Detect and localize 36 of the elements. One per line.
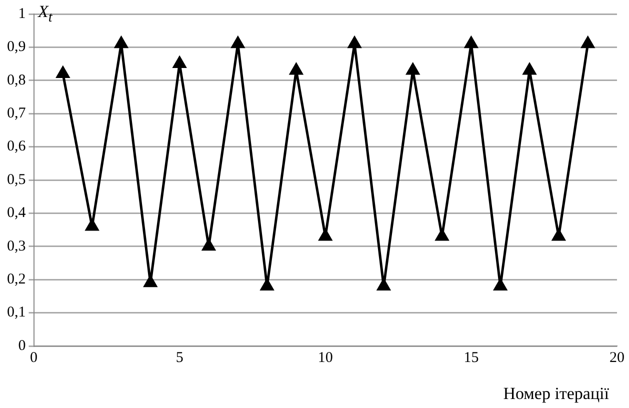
x-axis-title: Номер ітерації <box>503 384 609 404</box>
point <box>406 63 420 75</box>
x-tick-label: 0 <box>30 350 38 366</box>
point <box>581 36 594 48</box>
y-tick-label: 0,4 <box>7 205 26 222</box>
point <box>290 63 303 75</box>
point <box>494 278 507 290</box>
point <box>173 56 186 68</box>
y-tick-label: 0,9 <box>7 39 26 56</box>
x-tick-label: 20 <box>610 350 624 366</box>
x-tick-label: 15 <box>464 350 479 366</box>
y-tick-label: 0 <box>18 338 26 354</box>
point <box>318 229 332 241</box>
point <box>144 276 157 288</box>
point <box>464 36 478 48</box>
point <box>56 66 70 78</box>
y-tick-label: 0,3 <box>7 238 26 254</box>
y-tick-label: 1 <box>18 6 26 22</box>
point <box>523 63 536 75</box>
y-tick-label: 0,1 <box>7 304 26 321</box>
y-tick-label: 0,2 <box>7 272 26 288</box>
y-tick-label: 0,8 <box>7 72 26 88</box>
point <box>377 278 390 290</box>
y-axis-title: X$_{t}$ <box>38 2 52 26</box>
y-tick-label: 0,5 <box>7 172 26 188</box>
point <box>552 229 566 241</box>
point <box>86 219 99 231</box>
point <box>202 239 216 251</box>
point <box>436 229 448 241</box>
point <box>348 36 361 48</box>
point <box>231 36 244 48</box>
y-tick-label: 0,7 <box>7 106 26 122</box>
x-tick-label: 5 <box>176 350 184 366</box>
x-tick-label: 10 <box>318 350 333 366</box>
point <box>114 36 128 48</box>
y-tick-label: 0,6 <box>7 138 26 155</box>
